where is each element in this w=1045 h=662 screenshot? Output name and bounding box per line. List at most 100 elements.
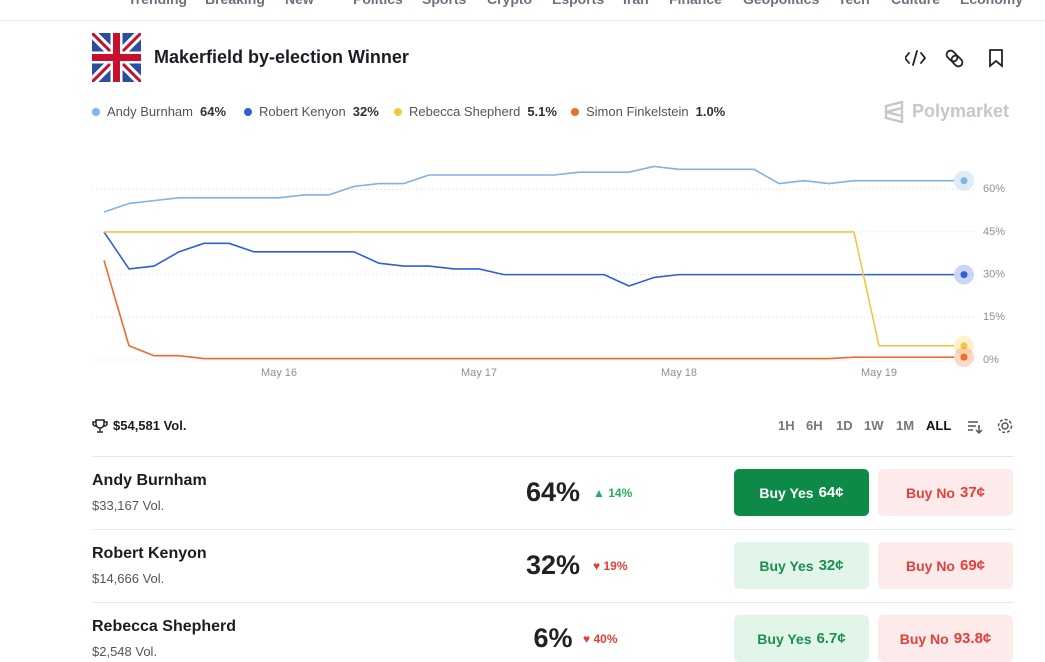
nav-item[interactable]: Tech — [838, 0, 870, 7]
x-tick-label: May 16 — [261, 367, 297, 379]
end-dot — [960, 353, 968, 361]
sort-icon[interactable] — [968, 421, 983, 435]
nav-bar: Trending Breaking New Politics Sports Crypto E… — [0, 0, 1045, 21]
outcome-volume: $2,548 Vol. — [92, 644, 158, 659]
price-chart: 0% 15% 30% 45% 60% May 16 May 17 May 18 May 19 — [92, 165, 1005, 379]
yes-price: 6.7¢ — [816, 630, 846, 647]
outcome-percent: 6% — [533, 623, 573, 653]
market-title: Makerfield by-election Winner — [154, 47, 409, 67]
outcome-change: ▲ 14% — [593, 486, 633, 500]
nav-item[interactable]: Esports — [552, 0, 604, 7]
nav-item[interactable]: Crypto — [487, 0, 532, 7]
legend-name: Robert Kenyon — [259, 104, 346, 119]
legend-swatch — [92, 107, 100, 116]
legend-name: Simon Finkelstein — [586, 104, 689, 119]
settings-icon[interactable] — [1001, 422, 1009, 430]
end-dot — [960, 177, 968, 185]
yes-price: 32¢ — [818, 557, 844, 574]
legend-swatch — [571, 107, 579, 116]
market-icon — [92, 33, 141, 82]
legend-item: Robert Kenyon 32% — [244, 104, 379, 119]
buy-yes-button[interactable]: Buy Yes 6.7¢ — [734, 615, 869, 662]
change-value: 19% — [603, 559, 628, 573]
nav-item[interactable]: Trending — [128, 0, 187, 7]
series-line — [103, 165, 954, 213]
buy-no-button[interactable]: Buy No 37¢ — [878, 469, 1013, 516]
x-tick-label: May 19 — [861, 367, 897, 379]
outcome-percent: 64% — [525, 477, 581, 507]
no-price: 37¢ — [959, 484, 986, 501]
buy-yes-label: Buy Yes — [757, 630, 812, 647]
outcome-volume: $14,666 Vol. — [92, 571, 165, 586]
outcome-volume: $33,167 Vol. — [92, 498, 165, 513]
outcome-change: ♥ 19% — [593, 559, 628, 573]
embed-icon[interactable] — [905, 50, 927, 66]
range-button[interactable]: 1W — [864, 418, 884, 433]
y-tick-label: 15% — [983, 311, 1005, 323]
change-value: 14% — [608, 486, 633, 500]
nav-item[interactable]: New — [285, 0, 314, 7]
nav-item[interactable]: Politics — [353, 0, 403, 7]
buy-no-button[interactable]: Buy No 69¢ — [878, 542, 1013, 589]
x-tick-label: May 17 — [461, 367, 497, 379]
end-dot — [960, 342, 968, 350]
series-line — [104, 231, 954, 347]
change-value: 40% — [593, 632, 618, 646]
legend-item: Rebecca Shepherd 5.1% — [394, 104, 557, 119]
y-tick-label: 30% — [983, 269, 1005, 281]
legend-value: 1.0% — [695, 104, 726, 119]
total-volume: $54,581 Vol. — [113, 418, 187, 433]
y-tick-label: 0% — [983, 354, 999, 366]
legend-value: 64% — [200, 104, 227, 119]
legend-swatch — [394, 107, 402, 116]
nav-item[interactable]: Iran — [623, 0, 649, 7]
legend-value: 32% — [352, 104, 379, 119]
y-tick-label: 45% — [983, 226, 1005, 238]
series-line — [103, 231, 954, 287]
buy-no-label: Buy No — [905, 557, 955, 574]
yes-price: 64¢ — [818, 484, 844, 501]
buy-no-button[interactable]: Buy No 93.8¢ — [878, 615, 1013, 662]
range-button[interactable]: 1M — [896, 418, 915, 433]
series-line — [103, 260, 954, 360]
end-dot — [960, 271, 968, 279]
chart-tools — [968, 418, 1013, 435]
buy-yes-label: Buy Yes — [759, 557, 814, 574]
brand-name: Polymarket — [912, 101, 1010, 121]
trophy-icon — [92, 419, 108, 433]
buy-yes-label: Buy Yes — [759, 484, 814, 501]
buy-yes-button[interactable]: Buy Yes 32¢ — [734, 542, 869, 589]
outcome-name: Andy Burnham — [92, 472, 207, 489]
nav-item[interactable]: Sports — [422, 0, 466, 7]
link-icon[interactable] — [945, 49, 964, 68]
range-button[interactable]: 6H — [806, 418, 823, 433]
nav-item[interactable]: Finance — [669, 0, 722, 7]
nav-item[interactable]: Geopolitics — [743, 0, 819, 7]
outcome-name: Robert Kenyon — [92, 545, 207, 562]
legend-item: Simon Finkelstein 1.0% — [571, 104, 725, 119]
buy-no-label: Buy No — [899, 630, 949, 647]
nav-item[interactable]: Culture — [891, 0, 940, 7]
divider — [92, 602, 1014, 603]
range-button[interactable]: 1D — [836, 418, 853, 433]
bookmark-icon[interactable] — [989, 49, 1003, 68]
no-price: 93.8¢ — [953, 630, 992, 647]
x-tick-label: May 18 — [661, 367, 697, 379]
outcome-percent: 32% — [525, 550, 581, 580]
divider — [92, 529, 1014, 530]
buy-yes-button[interactable]: Buy Yes 64¢ — [734, 469, 869, 516]
y-tick-label: 60% — [983, 183, 1005, 195]
nav-item[interactable]: Breaking — [205, 0, 265, 7]
outcome-change: ♥ 40% — [583, 632, 618, 646]
brand-logo — [884, 101, 904, 123]
outcome-name: Rebecca Shepherd — [92, 618, 237, 635]
nav-item[interactable]: Economy — [960, 0, 1023, 7]
range-button[interactable]: 1H — [778, 418, 795, 433]
divider — [92, 456, 1014, 457]
range-button[interactable]: ALL — [926, 418, 952, 433]
header-actions — [905, 49, 1003, 68]
legend-name: Rebecca Shepherd — [409, 104, 521, 119]
legend-item: Andy Burnham 64% — [92, 104, 226, 119]
buy-no-label: Buy No — [905, 484, 955, 501]
